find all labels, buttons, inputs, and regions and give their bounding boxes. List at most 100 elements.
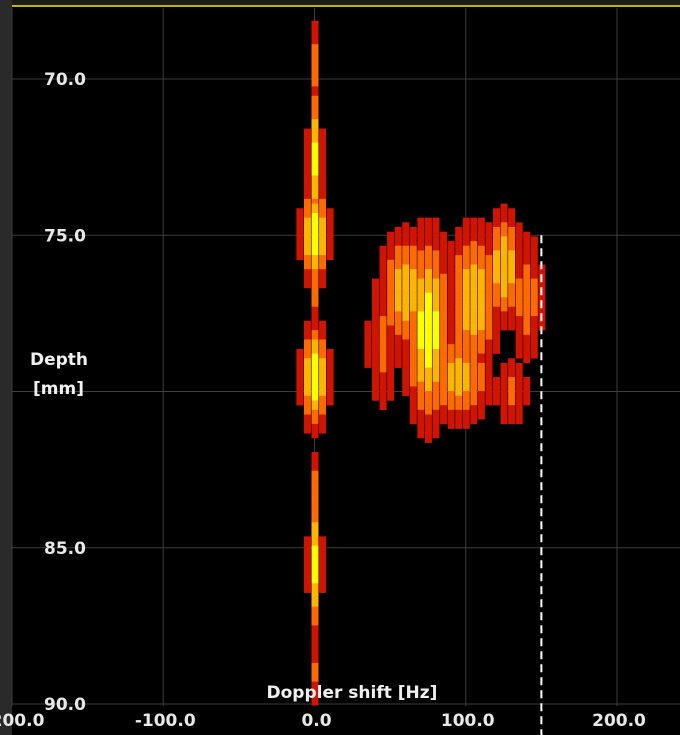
- heatmap-cell: [326, 241, 334, 247]
- heatmap-cell: [432, 287, 440, 293]
- heatmap-cell: [387, 236, 395, 242]
- heatmap-cell: [515, 264, 523, 270]
- heatmap-cell: [493, 330, 500, 336]
- heatmap-cell: [319, 231, 327, 237]
- heatmap-cell: [387, 250, 395, 256]
- heatmap-cell: [432, 433, 440, 439]
- heatmap-cell: [311, 602, 319, 607]
- heatmap-cell: [493, 241, 500, 247]
- heatmap-cell: [462, 423, 470, 429]
- heatmap-cell: [319, 386, 327, 392]
- heatmap-cell: [440, 325, 448, 331]
- heatmap-cell: [311, 339, 319, 345]
- heatmap-cell: [493, 316, 500, 322]
- heatmap-cell: [319, 377, 327, 382]
- heatmap-cell: [447, 358, 455, 364]
- heatmap-cell: [462, 227, 470, 232]
- heatmap-cell: [462, 287, 470, 293]
- heatmap-cell: [462, 334, 470, 340]
- heatmap-cell: [462, 316, 470, 322]
- heatmap-cell: [440, 302, 448, 307]
- heatmap-cell: [515, 325, 523, 331]
- heatmap-cell: [311, 353, 319, 359]
- heatmap-cell: [508, 419, 516, 425]
- heatmap-cell: [455, 264, 463, 270]
- heatmap-cell: [319, 212, 327, 218]
- x-tick-label: -200.0: [0, 711, 45, 731]
- heatmap-cell: [417, 372, 425, 378]
- heatmap-cell: [326, 250, 334, 256]
- y-tick-label: 90.0: [44, 695, 86, 715]
- heatmap-cell: [311, 409, 319, 415]
- heatmap-cell: [303, 278, 311, 284]
- heatmap-cell: [424, 414, 432, 420]
- heatmap-cell: [417, 377, 425, 382]
- heatmap-cell: [470, 409, 478, 415]
- heatmap-cell: [311, 142, 319, 148]
- heatmap-cell: [379, 264, 387, 270]
- heatmap-cell: [493, 325, 500, 331]
- heatmap-cell: [440, 339, 448, 345]
- heatmap-cell: [372, 395, 379, 401]
- heatmap-cell: [485, 287, 493, 293]
- heatmap-cell: [500, 372, 508, 378]
- heatmap-cell: [319, 273, 327, 279]
- heatmap-cell: [311, 348, 319, 354]
- heatmap-cell: [447, 353, 455, 359]
- heatmap-cell: [319, 278, 327, 284]
- heatmap-cell: [409, 381, 417, 387]
- heatmap-cell: [311, 587, 319, 593]
- heatmap-cell: [372, 297, 379, 303]
- y-axis-label-line1: Depth: [30, 350, 88, 370]
- heatmap-cell: [303, 367, 311, 373]
- heatmap-cell: [424, 330, 432, 336]
- heatmap-cell: [303, 227, 311, 232]
- heatmap-cell: [508, 222, 516, 228]
- heatmap-cell: [394, 264, 402, 270]
- heatmap-cells: [296, 20, 546, 706]
- heatmap-cell: [311, 67, 319, 73]
- heatmap-cell: [296, 212, 304, 218]
- heatmap-cell: [402, 236, 410, 242]
- heatmap-cell: [311, 433, 319, 439]
- heatmap-cell: [455, 372, 463, 378]
- heatmap-cell: [455, 297, 463, 303]
- heatmap-cell: [311, 362, 319, 368]
- heatmap-cell: [311, 166, 319, 172]
- heatmap-cell: [538, 269, 546, 275]
- heatmap-cell: [455, 269, 463, 275]
- heatmap-cell: [319, 283, 327, 289]
- heatmap-cell: [447, 414, 455, 420]
- heatmap-cell: [311, 114, 319, 120]
- heatmap-cell: [485, 222, 493, 228]
- heatmap-cell: [500, 236, 508, 242]
- heatmap-cell: [311, 583, 319, 589]
- heatmap-cell: [515, 409, 523, 415]
- heatmap-cell: [417, 283, 425, 289]
- heatmap-cell: [326, 208, 334, 214]
- heatmap-cell: [508, 236, 516, 242]
- heatmap-cell: [417, 255, 425, 261]
- heatmap-cell: [508, 362, 516, 368]
- heatmap-cell: [311, 77, 319, 82]
- heatmap-cell: [364, 348, 372, 354]
- heatmap-cell: [477, 250, 485, 256]
- heatmap-cell: [508, 297, 516, 303]
- heatmap-cell: [530, 283, 538, 289]
- heatmap-cell: [394, 320, 402, 326]
- heatmap-cell: [477, 409, 485, 415]
- heatmap-cell: [477, 283, 485, 289]
- heatmap-cell: [424, 241, 432, 247]
- heatmap-cell: [523, 302, 531, 307]
- heatmap-cell: [402, 391, 410, 397]
- heatmap-cell: [311, 170, 319, 176]
- heatmap-cell: [379, 292, 387, 298]
- heatmap-cell: [372, 344, 379, 350]
- heatmap-cell: [477, 217, 485, 223]
- heatmap-cell: [523, 241, 531, 247]
- heatmap-cell: [296, 391, 304, 397]
- heatmap-cell: [387, 269, 395, 275]
- heatmap-cell: [372, 372, 379, 378]
- heatmap-cell: [432, 339, 440, 345]
